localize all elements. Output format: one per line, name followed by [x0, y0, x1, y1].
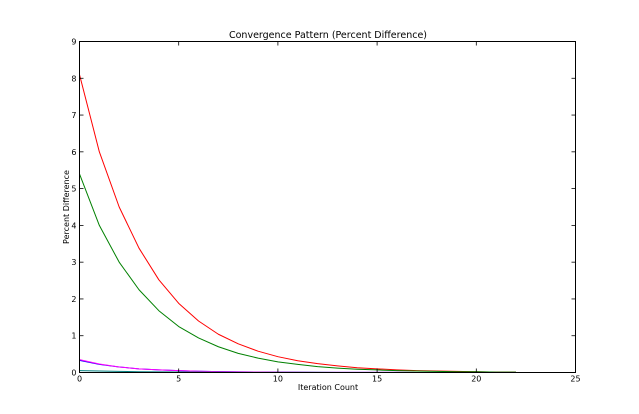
plot-frame — [79, 41, 576, 373]
y-tick-label: 8 — [71, 74, 76, 83]
x-tick-label: 15 — [372, 375, 382, 384]
y-axis-title: Percent Difference — [62, 170, 71, 244]
series-line-2 — [79, 173, 516, 373]
x-axis-ticks: 0 5 10 15 20 25 — [77, 41, 581, 384]
x-tick-label: 10 — [273, 375, 283, 384]
series-line-3 — [79, 359, 516, 373]
y-tick-label: 9 — [71, 38, 76, 47]
x-tick-label: 5 — [176, 375, 181, 384]
x-tick-label: 25 — [570, 375, 580, 384]
y-axis-ticks: 0 1 2 3 4 5 6 7 8 9 — [71, 38, 576, 378]
y-tick-label: 2 — [71, 295, 76, 304]
x-tick-label: 0 — [77, 375, 82, 384]
y-tick-label: 4 — [71, 221, 76, 230]
series-line-1 — [79, 74, 516, 373]
series-line-4 — [79, 359, 516, 373]
chart-title: Convergence Pattern (Percent Difference) — [229, 30, 427, 41]
x-axis-title: Iteration Count — [298, 383, 358, 392]
y-tick-label: 7 — [71, 111, 76, 120]
y-tick-label: 1 — [71, 332, 76, 341]
y-tick-label: 3 — [71, 258, 76, 267]
plot-area: 0 5 10 15 20 25 0 1 2 3 4 5 6 7 8 9 — [71, 38, 580, 384]
y-tick-label: 5 — [71, 185, 76, 194]
y-tick-label: 0 — [71, 369, 76, 378]
series-layer — [79, 74, 516, 373]
y-tick-label: 6 — [71, 148, 76, 157]
x-tick-label: 20 — [471, 375, 481, 384]
